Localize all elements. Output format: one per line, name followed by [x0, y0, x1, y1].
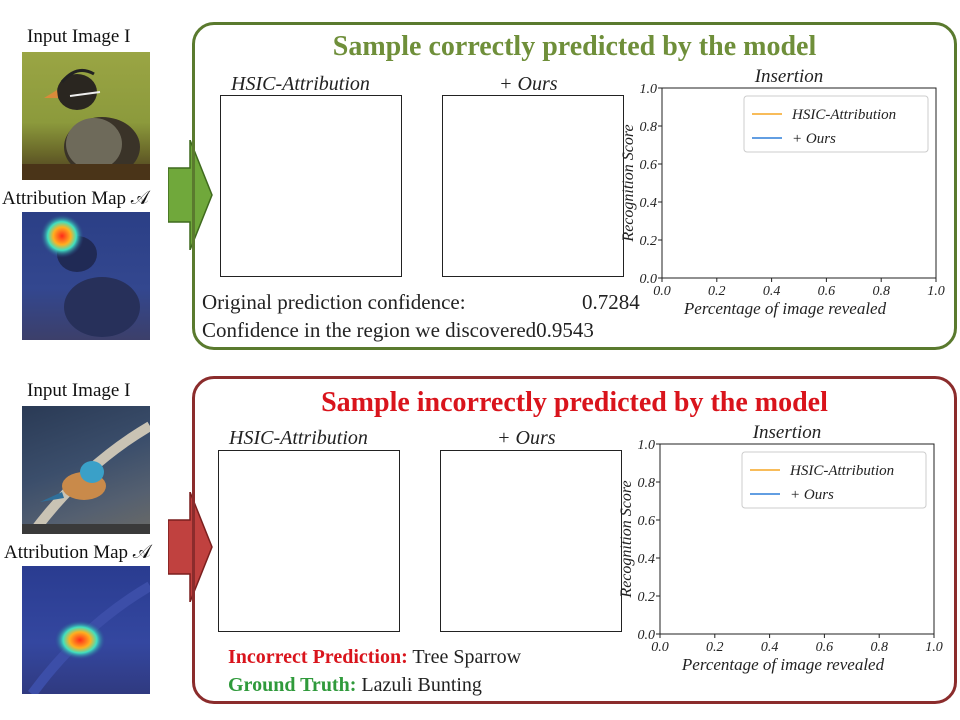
x-tick-label: 0.2 [706, 640, 724, 655]
legend-frame [743, 95, 929, 153]
x-tick-label: 0.0 [651, 640, 669, 655]
legend-frame [741, 451, 927, 509]
input-image-bird-2 [22, 406, 150, 534]
incorrect-prediction-panel: Sample incorrectly predicted by the mode… [192, 376, 957, 704]
subtitle-ours-2: + Ours [497, 427, 556, 449]
x-tick-label: 0.2 [708, 284, 726, 299]
y-tick-label: 0.8 [638, 476, 656, 491]
panel-title-incorrect: Sample incorrectly predicted by the mode… [321, 387, 828, 418]
hsic-attribution-box-2 [218, 450, 400, 632]
y-tick-label: 0.6 [638, 514, 656, 529]
y-axis-label: Recognition Score [618, 480, 635, 598]
incorrect-prediction-label: Incorrect Prediction: [228, 646, 408, 668]
x-tick-label: 0.4 [761, 640, 779, 655]
chart-legend: HSIC-Attribution + Ours [743, 95, 929, 153]
ours-box-2 [440, 450, 622, 632]
ground-truth-label: Ground Truth: [228, 674, 357, 696]
chart-title: Insertion [752, 422, 822, 443]
x-tick-label: 0.6 [816, 640, 834, 655]
y-tick-label: 0.2 [638, 590, 656, 605]
y-tick-label: 1.0 [638, 438, 656, 453]
y-tick-label: 0.0 [640, 272, 658, 287]
hsic-attribution-box-1 [220, 95, 402, 277]
legend-entry: + Ours [790, 487, 834, 503]
insertion-chart-2: Insertion 0.0 0.2 0.4 0.6 0.8 1.0 0.0 0.2 0.4 0.6 0… [618, 422, 943, 674]
incorrect-prediction-value: Tree Sparrow [412, 646, 522, 668]
heatmap-overlay-2 [27, 581, 150, 694]
ground-truth-value: Lazuli Bunting [361, 674, 482, 696]
x-tick-label: 1.0 [925, 640, 943, 655]
x-tick-label: 1.0 [927, 284, 945, 299]
x-tick-label: 0.8 [872, 284, 890, 299]
y-tick-label: 0.4 [638, 552, 656, 567]
attribution-map-label-1: Attribution Map 𝒜 [2, 188, 149, 209]
arrow-right-icon-1 [168, 140, 213, 250]
original-confidence-label: Original prediction confidence: [202, 290, 466, 314]
x-tick-label: 0.0 [653, 284, 671, 299]
chart-title: Insertion [754, 66, 824, 87]
discovered-confidence-row: Confidence in the region we discovered0.… [202, 318, 594, 343]
attribution-map-1 [22, 212, 150, 340]
insertion-chart-1: Insertion 0.0 0.2 0.4 0.6 0.8 1.0 0.0 0.2 0.4 0.6 0… [620, 66, 945, 318]
auklet-photo [22, 68, 150, 180]
y-tick-label: 0.6 [640, 158, 658, 173]
bunting-photo [22, 421, 150, 534]
correct-prediction-panel: Sample correctly predicted by the model … [192, 22, 957, 350]
input-image-label-1: Input Image I [27, 26, 131, 47]
x-tick-label: 0.8 [870, 640, 888, 655]
legend-entry: HSIC-Attribution [789, 463, 894, 479]
y-tick-label: 1.0 [640, 82, 658, 97]
subtitle-hsic-1: HSIC-Attribution [231, 73, 370, 95]
ground-truth-row: Ground Truth: Lazuli Bunting [228, 674, 482, 697]
input-image-bird-1 [22, 52, 150, 180]
ours-box-1 [442, 95, 624, 277]
x-tick-label: 0.4 [763, 284, 781, 299]
y-tick-label: 0.0 [638, 628, 656, 643]
y-axis-label: Recognition Score [620, 124, 637, 242]
y-tick-label: 0.8 [640, 120, 658, 135]
panel-title-correct: Sample correctly predicted by the model [332, 31, 817, 62]
legend-entry: + Ours [792, 131, 836, 147]
y-tick-label: 0.4 [640, 196, 658, 211]
x-axis-label: Percentage of image revealed [683, 299, 887, 318]
incorrect-prediction-row: Incorrect Prediction: Tree Sparrow [228, 646, 521, 669]
heatmap-overlay-1 [40, 214, 140, 337]
arrow-right-icon-2 [168, 492, 213, 602]
attribution-map-label-2: Attribution Map 𝒜 [4, 542, 151, 563]
subtitle-hsic-2: HSIC-Attribution [229, 427, 368, 449]
chart-legend: HSIC-Attribution + Ours [741, 451, 927, 509]
subtitle-ours-1: + Ours [499, 73, 558, 95]
input-image-label-2: Input Image I [27, 380, 131, 401]
arrow-shape [168, 492, 213, 602]
original-confidence-value: 0.7284 [582, 290, 640, 314]
x-axis-label: Percentage of image revealed [681, 655, 885, 674]
attribution-map-2 [22, 566, 150, 694]
discovered-confidence-value: 0.9543 [536, 318, 594, 342]
legend-entry: HSIC-Attribution [791, 107, 896, 123]
y-tick-label: 0.2 [640, 234, 658, 249]
x-tick-label: 0.6 [818, 284, 836, 299]
discovered-confidence-label: Confidence in the region we discovered [202, 318, 537, 342]
arrow-shape [168, 140, 213, 250]
